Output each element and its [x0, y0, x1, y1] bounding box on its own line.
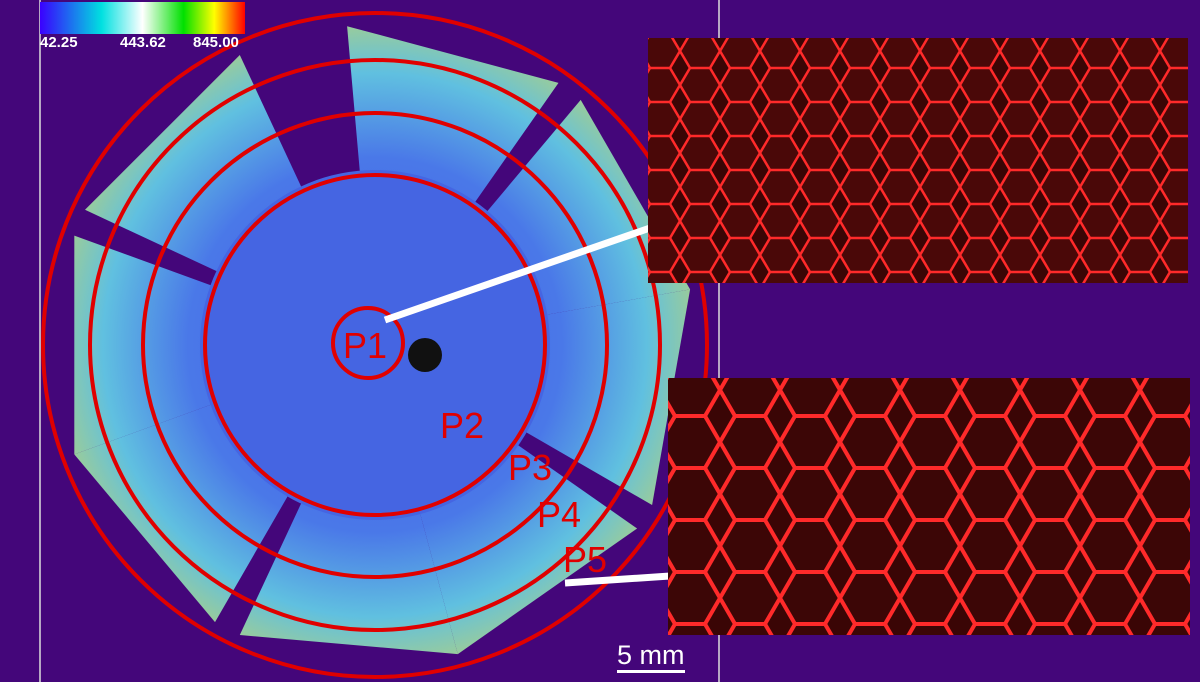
- ring-p2: [203, 173, 547, 517]
- ring-p5: [41, 11, 709, 679]
- optic-nerve-head: [408, 338, 442, 372]
- label-p2: P2: [440, 405, 484, 446]
- region-rings: [41, 11, 709, 679]
- label-p1: P1: [343, 325, 387, 366]
- retina-flatmount: [74, 26, 691, 655]
- colorbar-mid-label: 443.62: [120, 34, 166, 51]
- label-p4: P4: [537, 494, 581, 535]
- label-p5: P5: [563, 539, 607, 580]
- connector-central: [383, 224, 652, 324]
- colorbar-min-label: 42.25: [40, 34, 78, 51]
- connector-peripheral: [564, 572, 671, 587]
- inset-peripheral-endothelium: [668, 378, 1190, 635]
- inset-central-endothelium: [648, 38, 1188, 283]
- ring-p1: [331, 306, 405, 380]
- scale-bar: 5 mm: [617, 640, 685, 673]
- colorbar-max-label: 845.00: [193, 34, 239, 51]
- colorbar: [40, 2, 245, 34]
- ring-p3: [141, 111, 609, 579]
- ring-p4: [88, 58, 662, 632]
- label-p3: P3: [508, 447, 552, 488]
- retina-center: [200, 170, 550, 520]
